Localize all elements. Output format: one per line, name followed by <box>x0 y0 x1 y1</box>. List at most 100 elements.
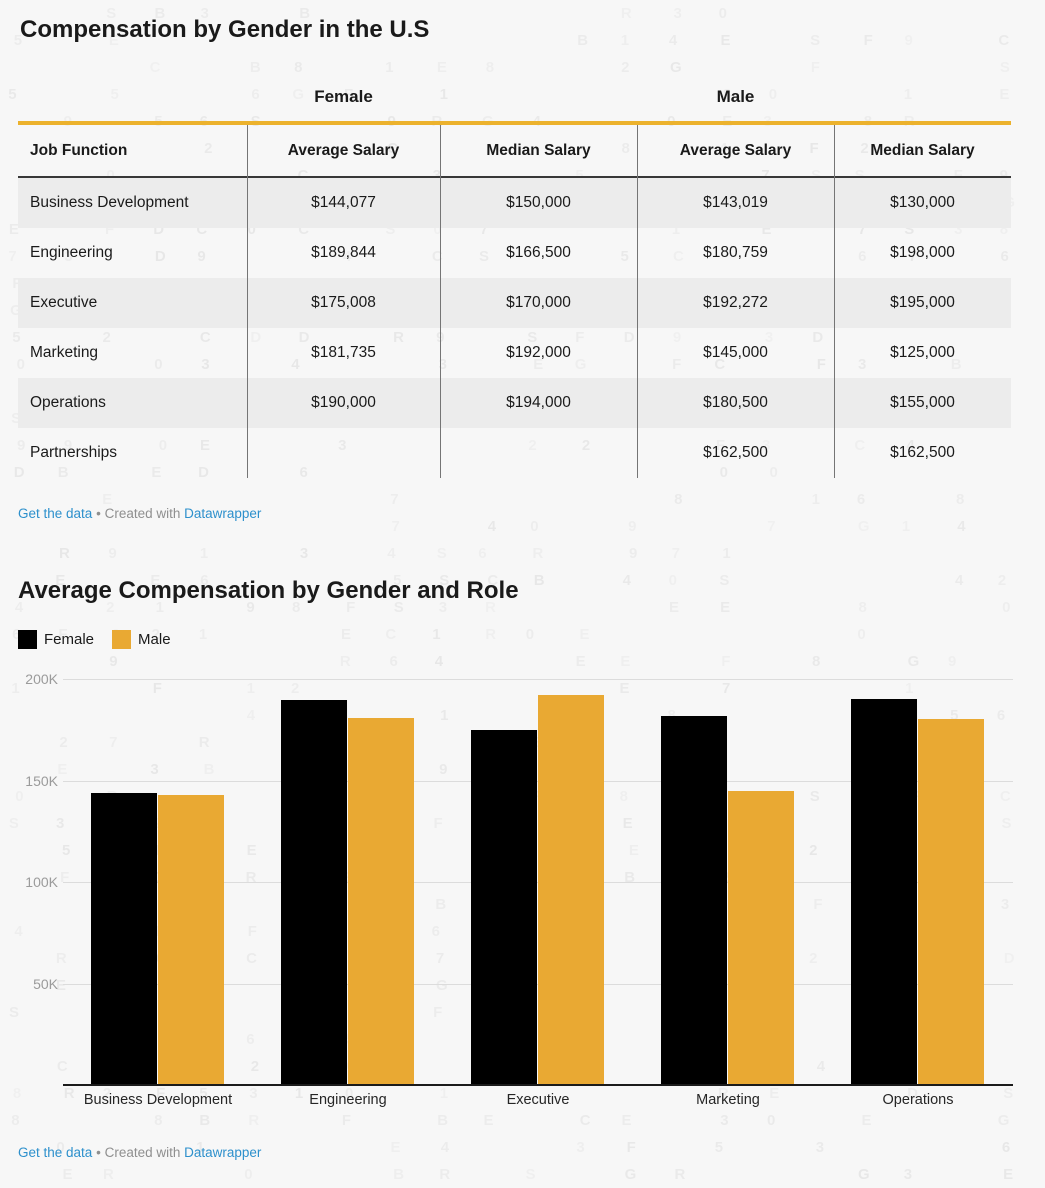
noise-glyph: 3 <box>249 1086 257 1101</box>
noise-glyph: 9 <box>110 303 118 318</box>
noise-glyph: 5 <box>337 275 346 292</box>
noise-glyph: 4 <box>622 572 632 589</box>
salary-cell: $189,844 <box>311 244 376 261</box>
noise-glyph: 8 <box>674 491 683 508</box>
datawrapper-link[interactable]: Datawrapper <box>184 506 262 521</box>
noise-glyph: B <box>250 60 261 75</box>
noise-glyph: 8 <box>723 87 731 102</box>
noise-glyph: 6 <box>251 87 259 102</box>
noise-glyph: 1 <box>199 627 207 642</box>
salary-cell: $175,008 <box>311 294 376 311</box>
noise-glyph: 4 <box>816 1058 826 1075</box>
x-axis-category-label: Engineering <box>309 1092 387 1108</box>
noise-glyph: F <box>575 330 584 345</box>
noise-glyph: 5 <box>393 573 401 588</box>
noise-glyph: 0 <box>812 383 821 400</box>
noise-glyph: C <box>432 249 443 264</box>
noise-glyph: 7 <box>479 221 489 238</box>
noise-glyph: E <box>720 599 731 616</box>
legend-swatch <box>18 630 37 649</box>
noise-glyph: 6 <box>719 411 727 426</box>
get-the-data-link[interactable]: Get the data <box>18 1145 93 1160</box>
noise-glyph: R <box>393 329 404 346</box>
noise-glyph: C <box>57 1059 68 1074</box>
salary-cell: $192,000 <box>506 344 571 361</box>
noise-glyph: 5 <box>14 33 22 48</box>
noise-glyph: S <box>480 410 491 427</box>
y-axis-tick-label: 100K <box>25 874 58 890</box>
noise-glyph: E <box>156 411 166 426</box>
noise-glyph: 7 <box>390 492 398 507</box>
attribution-separator: • <box>96 1145 101 1160</box>
noise-glyph: 3 <box>201 356 210 373</box>
noise-glyph: 4 <box>531 195 539 210</box>
datawrapper-link[interactable]: Datawrapper <box>184 1145 262 1160</box>
noise-glyph: E <box>720 32 731 49</box>
noise-glyph: 6 <box>200 573 208 588</box>
noise-glyph: 1 <box>196 1139 205 1156</box>
noise-glyph: B <box>299 5 311 22</box>
noise-glyph: 3 <box>1001 897 1009 912</box>
noise-glyph: E <box>862 1113 872 1128</box>
bar-female-operations <box>851 699 917 1085</box>
noise-glyph: 5 <box>950 707 959 724</box>
get-the-data-link[interactable]: Get the data <box>18 506 93 521</box>
noise-glyph: R <box>674 1166 686 1183</box>
column-header: Average Salary <box>247 125 440 178</box>
salary-cell: $143,019 <box>703 194 768 211</box>
noise-glyph: 9 <box>439 761 448 778</box>
noise-glyph: D <box>298 329 310 346</box>
noise-glyph: F <box>857 410 867 427</box>
noise-glyph: 3 <box>439 600 447 615</box>
noise-glyph: 4 <box>15 600 23 615</box>
noise-glyph: 2 <box>152 627 160 642</box>
noise-glyph: E <box>761 221 772 238</box>
noise-glyph: F <box>346 600 355 615</box>
noise-glyph: 4 <box>441 1140 449 1155</box>
noise-glyph: E <box>55 572 66 589</box>
table-row: Engineering $189,844 $166,500 $180,759 $198,… <box>18 228 1011 278</box>
noise-glyph: 0 <box>56 1140 64 1155</box>
noise-glyph: 9 <box>246 599 255 616</box>
table-title: Compensation by Gender in the U.S <box>20 16 430 43</box>
noise-glyph: F <box>248 924 257 939</box>
noise-glyph: 8 <box>154 1113 162 1128</box>
noise-glyph: 0 <box>530 519 538 534</box>
noise-glyph: 0 <box>345 1086 353 1101</box>
noise-glyph: 9 <box>252 411 260 426</box>
noise-glyph: 3 <box>206 276 214 291</box>
noise-glyph: 9 <box>64 438 72 453</box>
noise-glyph: 6 <box>389 654 397 669</box>
noise-glyph: R <box>64 383 75 400</box>
noise-glyph: 7 <box>721 680 731 697</box>
noise-glyph: R <box>59 545 70 562</box>
noise-glyph: 0 <box>17 357 25 372</box>
noise-glyph: 3 <box>903 1166 913 1183</box>
table-row: Partnerships $162,500 $162,500 <box>18 428 1011 478</box>
noise-glyph: E <box>150 573 160 588</box>
legend-swatch <box>112 630 132 649</box>
x-axis-line <box>63 1084 1013 1086</box>
noise-glyph: D <box>154 248 166 265</box>
noise-glyph: S <box>439 572 450 589</box>
y-axis-tick-label: 200K <box>25 671 58 687</box>
noise-glyph: F <box>626 1139 636 1156</box>
noise-glyph: 3 <box>720 1112 729 1129</box>
table-row: Business Development $144,077 $150,000 $143… <box>18 177 1011 228</box>
noise-glyph: 5 <box>8 86 17 103</box>
noise-glyph: 6 <box>667 195 675 210</box>
noise-glyph: S <box>478 248 489 265</box>
noise-glyph: E <box>576 654 586 669</box>
noise-glyph: 1 <box>439 86 449 103</box>
salary-cell: $198,000 <box>890 244 955 261</box>
noise-glyph: B <box>154 6 165 21</box>
job-function-cell: Engineering <box>30 244 113 261</box>
noise-glyph: B <box>435 897 446 912</box>
noise-glyph: E <box>619 680 630 697</box>
noise-glyph: G <box>669 59 682 76</box>
x-axis-category-label: Executive <box>506 1092 570 1108</box>
noise-glyph: F <box>434 816 443 831</box>
job-function-cell: Business Development <box>30 194 189 211</box>
noise-glyph: 3 <box>338 437 347 454</box>
noise-glyph: E <box>533 357 543 372</box>
